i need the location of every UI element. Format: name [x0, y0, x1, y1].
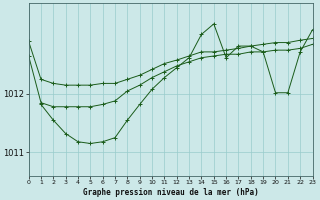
X-axis label: Graphe pression niveau de la mer (hPa): Graphe pression niveau de la mer (hPa)	[83, 188, 259, 197]
